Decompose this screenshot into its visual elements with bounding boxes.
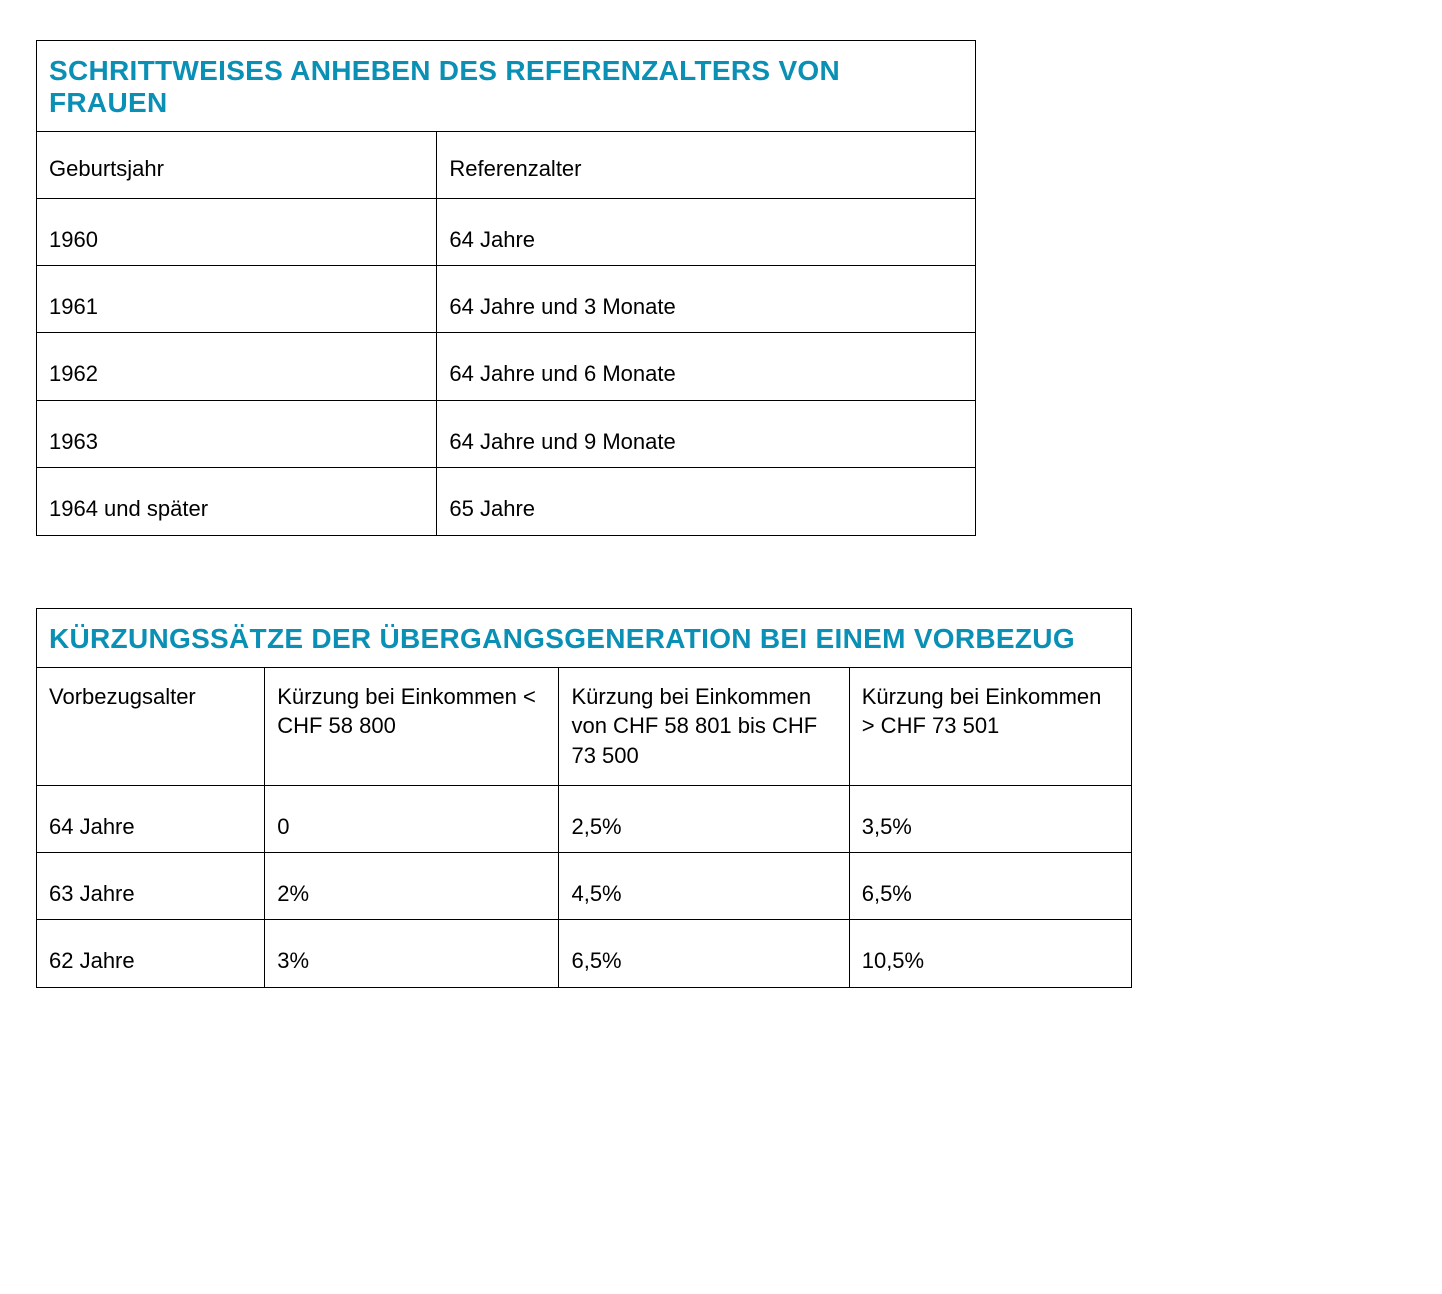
reduction-rates-table: KÜRZUNGSSÄTZE DER ÜBERGANGSGENERATION BE…	[36, 608, 1132, 988]
table-row: 1961 64 Jahre und 3 Monate	[37, 266, 976, 333]
t1-r2c1: 64 Jahre und 6 Monate	[437, 333, 976, 400]
t1-col-0: Geburtsjahr	[37, 132, 437, 199]
t2-r1c2: 4,5%	[559, 853, 849, 920]
table-row: 64 Jahre 0 2,5% 3,5%	[37, 785, 1132, 852]
t1-r0c1: 64 Jahre	[437, 198, 976, 265]
t1-r3c1: 64 Jahre und 9 Monate	[437, 400, 976, 467]
t2-r0c0: 64 Jahre	[37, 785, 265, 852]
t2-r2c3: 10,5%	[849, 920, 1131, 987]
t1-r0c0: 1960	[37, 198, 437, 265]
table-2-wrap: KÜRZUNGSSÄTZE DER ÜBERGANGSGENERATION BE…	[36, 608, 1406, 988]
table-row: 63 Jahre 2% 4,5% 6,5%	[37, 853, 1132, 920]
t2-r2c1: 3%	[265, 920, 559, 987]
table-row: 1963 64 Jahre und 9 Monate	[37, 400, 976, 467]
t1-col-1: Referenzalter	[437, 132, 976, 199]
t1-r1c0: 1961	[37, 266, 437, 333]
t1-r4c1: 65 Jahre	[437, 468, 976, 535]
table-2-title: KÜRZUNGSSÄTZE DER ÜBERGANGSGENERATION BE…	[37, 608, 1132, 667]
t2-col-3: Kürzung bei Einkom­men > CHF 73 501	[849, 667, 1131, 785]
t2-r0c1: 0	[265, 785, 559, 852]
table-1-wrap: SCHRITTWEISES ANHEBEN DES REFERENZALTERS…	[36, 40, 1406, 536]
t1-r1c1: 64 Jahre und 3 Monate	[437, 266, 976, 333]
table-row: 1960 64 Jahre	[37, 198, 976, 265]
t2-r2c2: 6,5%	[559, 920, 849, 987]
table-1-title: SCHRITTWEISES ANHEBEN DES REFERENZALTERS…	[37, 41, 976, 132]
t1-r4c0: 1964 und später	[37, 468, 437, 535]
t2-col-2: Kürzung bei Einkommen von CHF 58 801 bis…	[559, 667, 849, 785]
table-row: 1962 64 Jahre und 6 Monate	[37, 333, 976, 400]
t2-r1c3: 6,5%	[849, 853, 1131, 920]
t2-r2c0: 62 Jahre	[37, 920, 265, 987]
t1-r2c0: 1962	[37, 333, 437, 400]
t2-r0c2: 2,5%	[559, 785, 849, 852]
t2-col-0: Vorbezugsalter	[37, 667, 265, 785]
t2-r1c0: 63 Jahre	[37, 853, 265, 920]
table-row: 1964 und später 65 Jahre	[37, 468, 976, 535]
t2-r0c3: 3,5%	[849, 785, 1131, 852]
reference-age-table: SCHRITTWEISES ANHEBEN DES REFERENZALTERS…	[36, 40, 976, 536]
t2-r1c1: 2%	[265, 853, 559, 920]
t1-r3c0: 1963	[37, 400, 437, 467]
t2-col-1: Kürzung bei Einkommen < CHF 58 800	[265, 667, 559, 785]
table-row: 62 Jahre 3% 6,5% 10,5%	[37, 920, 1132, 987]
